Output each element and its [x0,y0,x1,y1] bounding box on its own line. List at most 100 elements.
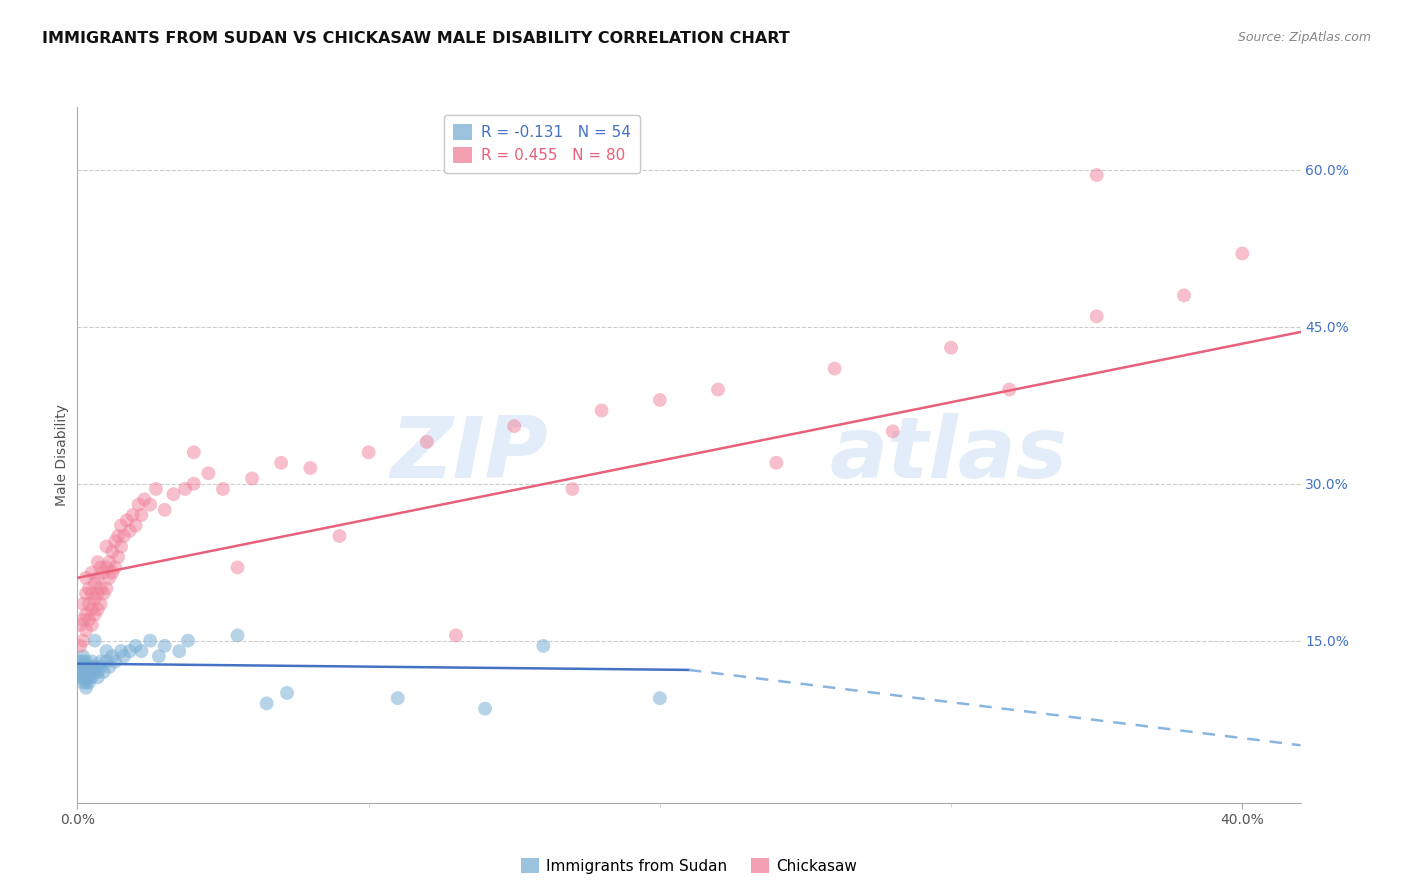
Point [104,560,127,574]
Point [882,425,904,439]
Text: Source: ZipAtlas.com: Source: ZipAtlas.com [1237,31,1371,45]
Point [270,456,292,470]
Point [80,566,103,580]
Point [80,655,103,669]
Point [256,697,278,711]
Point [1085,168,1108,182]
Point [101,566,124,580]
Point [107,549,129,564]
Point [90,582,112,596]
Point [75,623,97,637]
Point [416,434,439,449]
Point [72,655,94,669]
Point [75,675,97,690]
Point [162,487,184,501]
Point [357,445,380,459]
Point [80,602,103,616]
Point [765,456,787,470]
Point [87,602,110,616]
Point [169,644,191,658]
Point [96,655,118,669]
Point [75,681,97,695]
Point [1232,246,1254,260]
Point [939,341,962,355]
Point [824,361,846,376]
Y-axis label: Male Disability: Male Disability [55,404,69,506]
Point [128,498,150,512]
Point [72,649,94,664]
Point [90,560,112,574]
Point [591,403,613,417]
Point [131,644,153,658]
Point [69,665,91,679]
Point [98,571,121,585]
Point [69,639,91,653]
Point [72,660,94,674]
Point [80,618,103,632]
Point [444,628,467,642]
Point [75,586,97,600]
Point [72,597,94,611]
Point [112,649,135,664]
Point [69,655,91,669]
Point [77,665,100,679]
Point [118,524,141,538]
Point [77,670,100,684]
Point [75,607,97,622]
Point [104,655,127,669]
Point [101,544,124,558]
Point [139,498,162,512]
Point [1173,288,1195,302]
Point [87,555,110,569]
Point [139,633,162,648]
Point [145,482,167,496]
Point [197,467,219,481]
Point [90,655,112,669]
Point [183,476,205,491]
Point [80,665,103,679]
Point [276,686,298,700]
Point [328,529,350,543]
Point [112,529,135,543]
Text: atlas: atlas [830,413,1067,497]
Point [90,597,112,611]
Point [124,518,146,533]
Point [72,665,94,679]
Point [69,660,91,674]
Point [131,508,153,522]
Point [387,691,409,706]
Point [80,586,103,600]
Point [226,628,249,642]
Point [83,633,105,648]
Point [177,633,200,648]
Legend: Immigrants from Sudan, Chickasaw: Immigrants from Sudan, Chickasaw [515,852,863,880]
Point [110,644,132,658]
Point [83,607,105,622]
Point [77,613,100,627]
Point [104,534,127,549]
Point [83,665,105,679]
Point [153,503,176,517]
Point [107,529,129,543]
Point [96,644,118,658]
Point [83,660,105,674]
Point [75,571,97,585]
Point [75,670,97,684]
Point [101,649,124,664]
Point [118,644,141,658]
Point [183,445,205,459]
Point [561,482,583,496]
Point [69,670,91,684]
Point [648,691,671,706]
Point [212,482,235,496]
Point [134,492,156,507]
Point [96,560,118,574]
Point [80,660,103,674]
Point [87,571,110,585]
Point [72,670,94,684]
Point [72,613,94,627]
Point [69,618,91,632]
Point [474,701,496,715]
Text: IMMIGRANTS FROM SUDAN VS CHICKASAW MALE DISABILITY CORRELATION CHART: IMMIGRANTS FROM SUDAN VS CHICKASAW MALE … [42,31,790,46]
Point [503,419,526,434]
